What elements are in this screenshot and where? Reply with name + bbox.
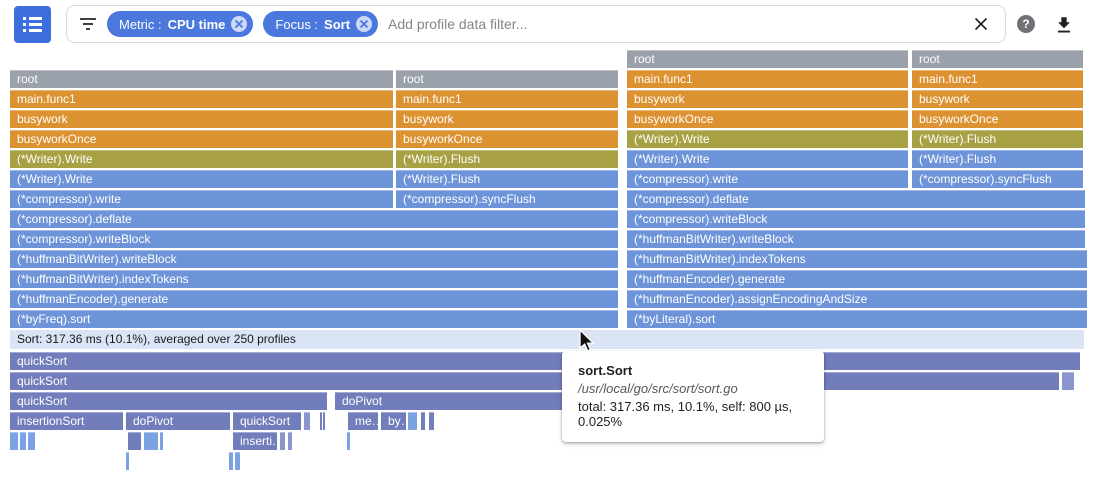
flame-frame[interactable] bbox=[28, 432, 35, 450]
flame-frame[interactable]: busyworkOnce bbox=[627, 110, 908, 128]
flame-frame[interactable] bbox=[288, 432, 292, 450]
flame-frame[interactable] bbox=[304, 412, 310, 430]
flame-frame[interactable]: (*compressor).write bbox=[10, 190, 393, 208]
flame-frame[interactable]: busywork bbox=[396, 110, 618, 128]
flame-frame[interactable]: quickSort bbox=[233, 412, 301, 430]
flame-frame[interactable]: (*compressor).deflate bbox=[10, 210, 618, 228]
flame-frame[interactable]: main.func1 bbox=[10, 90, 393, 108]
flame-frame[interactable]: (*Writer).Write bbox=[627, 130, 908, 148]
flame-frame[interactable] bbox=[235, 452, 240, 470]
flame-frame[interactable]: (*Writer).Flush bbox=[912, 130, 1083, 148]
flame-frame[interactable]: busyworkOnce bbox=[912, 110, 1083, 128]
flame-frame[interactable]: (*compressor).syncFlush bbox=[912, 170, 1083, 188]
filter-bar: Metric : CPU time Focus : Sort bbox=[66, 5, 1006, 43]
flame-frame[interactable] bbox=[421, 412, 425, 430]
chip-metric[interactable]: Metric : CPU time bbox=[107, 11, 254, 37]
flame-frame[interactable]: main.func1 bbox=[396, 90, 618, 108]
close-circle-icon[interactable] bbox=[356, 16, 373, 32]
flame-frame[interactable]: main.func1 bbox=[912, 70, 1083, 88]
flame-frame[interactable]: root bbox=[10, 70, 393, 88]
flame-frame[interactable]: (*byFreq).sort bbox=[10, 310, 618, 328]
flame-frame[interactable]: (*compressor).write bbox=[627, 170, 908, 188]
flame-frame[interactable]: (*byLiteral).sort bbox=[627, 310, 1087, 328]
flame-frame[interactable]: doPivot bbox=[126, 412, 230, 430]
flame-frame[interactable]: root bbox=[627, 50, 908, 68]
tooltip-title: sort.Sort bbox=[578, 363, 633, 378]
list-icon bbox=[23, 17, 42, 32]
flame-frame[interactable] bbox=[408, 412, 417, 430]
flame-frame[interactable]: (*huffmanBitWriter).writeBlock bbox=[627, 230, 1085, 248]
flame-frame[interactable]: busywork bbox=[627, 90, 908, 108]
flame-frame[interactable]: (*huffmanBitWriter).indexTokens bbox=[10, 270, 618, 288]
flame-frame[interactable]: quickSort bbox=[10, 352, 1080, 370]
filter-list-icon bbox=[79, 18, 97, 30]
chip-metric-value: CPU time bbox=[167, 16, 226, 32]
download-icon bbox=[1058, 17, 1070, 33]
flame-frame[interactable]: (*huffmanEncoder).generate bbox=[627, 270, 1087, 288]
flame-frame[interactable]: inserti… bbox=[233, 432, 277, 450]
chip-metric-category: Metric : bbox=[119, 16, 162, 32]
flame-frame[interactable]: quickSort bbox=[10, 372, 1059, 390]
flame-frame[interactable]: (*Writer).Flush bbox=[396, 150, 618, 168]
tooltip-details: total: 317.36 ms, 10.1%, self: 800 µs, 0… bbox=[578, 399, 793, 429]
flame-frame[interactable] bbox=[229, 452, 233, 470]
flame-frame[interactable]: me… bbox=[348, 412, 378, 430]
flame-frame[interactable]: root bbox=[912, 50, 1083, 68]
flame-frame[interactable]: by… bbox=[381, 412, 406, 430]
flame-frame[interactable]: (*Writer).Write bbox=[10, 170, 393, 188]
focus-row[interactable]: Sort: 317.36 ms (10.1%), averaged over 2… bbox=[10, 330, 1084, 349]
flame-frame[interactable] bbox=[126, 452, 129, 470]
flame-frame[interactable]: (*compressor).writeBlock bbox=[627, 210, 1085, 228]
flame-frame[interactable] bbox=[429, 412, 434, 430]
flame-frame[interactable]: root bbox=[396, 70, 618, 88]
chip-focus-value: Sort bbox=[324, 16, 351, 32]
close-icon bbox=[974, 17, 988, 31]
tooltip-path: /usr/local/go/src/sort/sort.go bbox=[578, 381, 738, 396]
flame-frame[interactable]: (*compressor).deflate bbox=[627, 190, 1085, 208]
flame-frame[interactable] bbox=[20, 432, 26, 450]
flame-frame[interactable]: busywork bbox=[912, 90, 1083, 108]
flame-frame[interactable]: (*huffmanEncoder).generate bbox=[10, 290, 618, 308]
flame-frame[interactable]: insertionSort bbox=[10, 412, 123, 430]
flame-frame[interactable] bbox=[323, 412, 325, 430]
flame-frame[interactable] bbox=[320, 412, 322, 430]
flame-frame[interactable]: quickSort bbox=[10, 392, 327, 410]
tooltip: sort.Sort /usr/local/go/src/sort/sort.go… bbox=[562, 351, 824, 442]
flame-frame[interactable] bbox=[280, 432, 285, 450]
flame-frame[interactable]: (*Writer).Write bbox=[10, 150, 393, 168]
flame-frame[interactable]: (*Writer).Flush bbox=[396, 170, 618, 188]
close-circle-icon[interactable] bbox=[231, 16, 248, 32]
flame-frame[interactable]: (*huffmanEncoder).assignEncodingAndSize bbox=[627, 290, 1087, 308]
menu-button[interactable] bbox=[14, 6, 51, 43]
flame-frame[interactable] bbox=[347, 432, 350, 450]
flame-frame[interactable]: main.func1 bbox=[627, 70, 908, 88]
help-icon: ? bbox=[1022, 17, 1030, 31]
flame-frame[interactable]: (*compressor).writeBlock bbox=[10, 230, 618, 248]
clear-filters-button[interactable] bbox=[969, 12, 993, 36]
download-button[interactable] bbox=[1053, 14, 1075, 36]
filter-input[interactable] bbox=[388, 16, 959, 32]
flame-frame[interactable]: (*Writer).Write bbox=[627, 150, 908, 168]
flame-frame[interactable]: (*Writer).Flush bbox=[912, 150, 1083, 168]
flame-frame[interactable]: (*huffmanBitWriter).writeBlock bbox=[10, 250, 618, 268]
help-button[interactable]: ? bbox=[1017, 15, 1035, 33]
flame-frame[interactable]: (*compressor).syncFlush bbox=[396, 190, 618, 208]
chip-focus[interactable]: Focus : Sort bbox=[263, 11, 379, 37]
flame-frame[interactable] bbox=[160, 432, 163, 450]
flame-frame[interactable] bbox=[10, 432, 18, 450]
flame-frame[interactable]: busyworkOnce bbox=[10, 130, 393, 148]
flame-frame[interactable]: (*huffmanBitWriter).indexTokens bbox=[627, 250, 1087, 268]
flame-frame[interactable]: busywork bbox=[10, 110, 393, 128]
flame-frame[interactable] bbox=[1062, 372, 1074, 390]
chip-focus-category: Focus : bbox=[275, 16, 319, 32]
flame-frame[interactable] bbox=[128, 432, 141, 450]
toolbar: Metric : CPU time Focus : Sort ? bbox=[0, 0, 1096, 48]
flame-frame[interactable]: busyworkOnce bbox=[396, 130, 618, 148]
flame-frame[interactable] bbox=[144, 432, 158, 450]
